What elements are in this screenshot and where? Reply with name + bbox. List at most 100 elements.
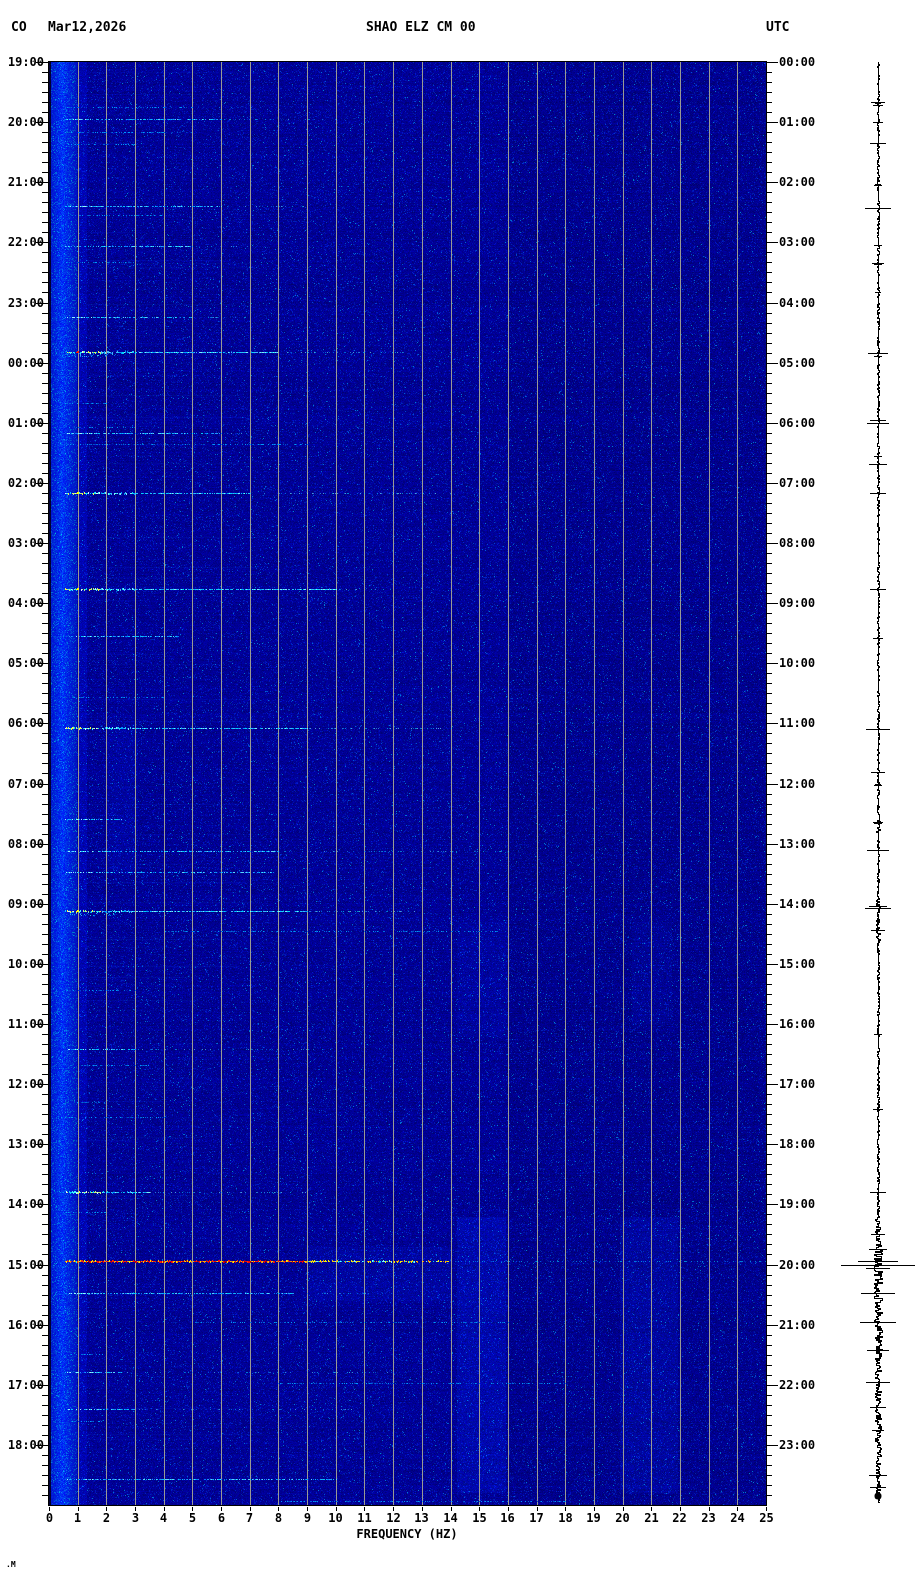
right-minor-tick xyxy=(766,673,772,674)
left-minor-tick xyxy=(42,1094,48,1095)
left-minor-tick xyxy=(42,403,48,404)
right-minor-tick xyxy=(766,1054,772,1055)
right-minor-tick xyxy=(766,272,772,273)
left-minor-tick xyxy=(42,673,48,674)
left-time-label: 05:00 xyxy=(7,656,44,671)
right-major-tick xyxy=(766,1144,778,1145)
left-minor-tick xyxy=(42,1455,48,1456)
freq-label: 14 xyxy=(443,1511,458,1525)
right-minor-tick xyxy=(766,1174,772,1175)
left-minor-tick xyxy=(42,473,48,474)
left-minor-tick xyxy=(42,713,48,714)
left-major-tick xyxy=(36,603,48,604)
right-minor-tick xyxy=(766,523,772,524)
left-time-label: 22:00 xyxy=(7,235,44,250)
left-minor-tick xyxy=(42,834,48,835)
right-minor-tick xyxy=(766,773,772,774)
right-time-label: 13:00 xyxy=(779,836,816,851)
left-minor-tick xyxy=(42,643,48,644)
right-time-label: 06:00 xyxy=(779,415,816,430)
left-major-tick xyxy=(36,784,48,785)
right-minor-tick xyxy=(766,553,772,554)
right-minor-tick xyxy=(766,934,772,935)
right-minor-tick xyxy=(766,222,772,223)
right-minor-tick xyxy=(766,353,772,354)
left-minor-tick xyxy=(42,563,48,564)
left-major-tick xyxy=(36,1084,48,1085)
right-major-tick xyxy=(766,423,778,424)
freq-tick xyxy=(651,1507,652,1511)
left-minor-tick xyxy=(42,202,48,203)
left-minor-tick xyxy=(42,443,48,444)
left-time-label: 17:00 xyxy=(7,1377,44,1392)
left-major-tick xyxy=(36,242,48,243)
left-minor-tick xyxy=(42,1064,48,1065)
right-minor-tick xyxy=(766,693,772,694)
right-minor-tick xyxy=(766,1455,772,1456)
left-time-label: 01:00 xyxy=(7,415,44,430)
left-minor-tick xyxy=(42,252,48,253)
freq-label: 25 xyxy=(759,1511,774,1525)
right-major-tick xyxy=(766,904,778,905)
left-minor-tick xyxy=(42,1104,48,1105)
right-minor-tick xyxy=(766,192,772,193)
left-minor-tick xyxy=(42,72,48,73)
right-minor-tick xyxy=(766,683,772,684)
left-minor-tick xyxy=(42,894,48,895)
left-minor-tick xyxy=(42,874,48,875)
left-minor-tick xyxy=(42,1184,48,1185)
right-major-tick xyxy=(766,1445,778,1446)
right-minor-tick xyxy=(766,1285,772,1286)
right-time-label: 18:00 xyxy=(779,1137,816,1152)
right-major-tick xyxy=(766,844,778,845)
left-minor-tick xyxy=(42,794,48,795)
right-time-label: 14:00 xyxy=(779,896,816,911)
left-major-tick xyxy=(36,423,48,424)
left-major-tick xyxy=(36,663,48,664)
left-minor-tick xyxy=(42,152,48,153)
left-major-tick xyxy=(36,844,48,845)
freq-label: 3 xyxy=(131,1511,140,1525)
right-minor-tick xyxy=(766,864,772,865)
right-minor-tick xyxy=(766,443,772,444)
right-major-tick xyxy=(766,603,778,604)
left-minor-tick xyxy=(42,683,48,684)
freq-label: 4 xyxy=(159,1511,168,1525)
freq-tick xyxy=(479,1507,480,1511)
right-time-label: 21:00 xyxy=(779,1317,816,1332)
freq-label: 5 xyxy=(188,1511,197,1525)
left-minor-tick xyxy=(42,1435,48,1436)
left-minor-tick xyxy=(42,824,48,825)
right-minor-tick xyxy=(766,1074,772,1075)
left-minor-tick xyxy=(42,102,48,103)
timezone-label: UTC xyxy=(766,20,790,35)
left-time-label: 04:00 xyxy=(7,596,44,611)
right-minor-tick xyxy=(766,383,772,384)
right-time-label: 08:00 xyxy=(779,536,816,550)
right-minor-tick xyxy=(766,92,772,93)
right-time-label: 07:00 xyxy=(779,475,816,490)
left-time-label: 12:00 xyxy=(7,1077,44,1092)
right-major-tick xyxy=(766,1204,778,1205)
corner-mark: .M xyxy=(6,1560,16,1569)
left-minor-tick xyxy=(42,1214,48,1215)
left-minor-tick xyxy=(42,944,48,945)
right-minor-tick xyxy=(766,733,772,734)
left-minor-tick xyxy=(42,1335,48,1336)
right-time-label: 12:00 xyxy=(779,776,816,791)
right-time-label: 09:00 xyxy=(779,596,816,611)
freq-tick xyxy=(135,1507,136,1511)
freq-label: 18 xyxy=(558,1511,573,1525)
left-minor-tick xyxy=(42,453,48,454)
right-minor-tick xyxy=(766,513,772,514)
left-minor-tick xyxy=(42,1285,48,1286)
right-minor-tick xyxy=(766,753,772,754)
right-minor-tick xyxy=(766,794,772,795)
right-minor-tick xyxy=(766,1375,772,1376)
left-time-label: 02:00 xyxy=(7,475,44,490)
left-minor-tick xyxy=(42,924,48,925)
freq-tick xyxy=(250,1507,251,1511)
right-minor-tick xyxy=(766,954,772,955)
freq-label: 2 xyxy=(102,1511,111,1525)
left-minor-tick xyxy=(42,1044,48,1045)
